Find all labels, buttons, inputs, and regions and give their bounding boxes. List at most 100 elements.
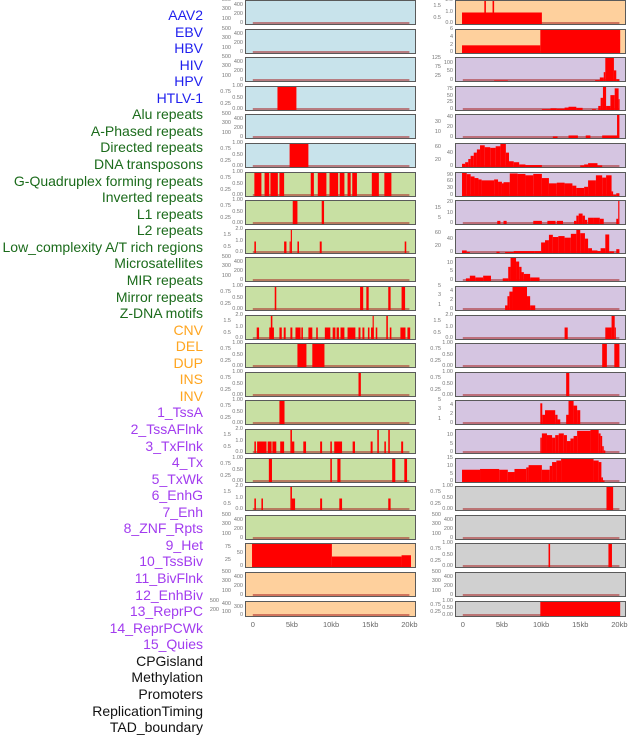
y-tick-label: 0.50 [442, 605, 453, 612]
y-tick-label: 25 [434, 72, 441, 79]
data-bar [384, 173, 392, 196]
y-tick-label: 0 [239, 563, 243, 570]
data-bar [528, 465, 542, 482]
data-bar [584, 186, 589, 196]
data-bar [563, 435, 567, 453]
data-bar [284, 241, 287, 253]
y-tick-label: 1.0 [235, 237, 243, 244]
y-tick-label: 0 [239, 20, 243, 27]
data-bar [558, 236, 565, 253]
y-tick-label: 200 [233, 583, 243, 590]
data-bar [312, 344, 325, 367]
y-tick-label: 0.50 [442, 380, 453, 387]
data-bar [519, 164, 526, 167]
data-bar [576, 187, 585, 196]
data-bar [541, 469, 550, 482]
y-tick-label: 0 [449, 277, 453, 284]
y-tick-label: 0 [449, 420, 453, 427]
data-bar [568, 135, 578, 138]
baseline [252, 222, 410, 224]
y-tick-label: 40 [446, 113, 453, 120]
track-panel [455, 286, 626, 311]
track-label: 4_Tx [171, 454, 203, 471]
data-bar [541, 433, 547, 453]
data-bar [588, 217, 594, 224]
data-bar [290, 487, 292, 510]
track-label: 14_ReprPCWk [109, 619, 203, 636]
data-bar [329, 173, 339, 196]
y-tick-label: 0.75 [220, 461, 231, 467]
y-tick-label: 0.50 [232, 351, 243, 358]
data-bar [613, 70, 617, 81]
baseline [252, 136, 410, 138]
data-bar [462, 173, 467, 196]
track-label: CNV [173, 321, 203, 338]
data-bar [470, 176, 475, 196]
data-bar [484, 147, 491, 167]
track-label: 8_ZNF_Rpts [123, 520, 203, 537]
data-bar [370, 441, 373, 453]
y-tick-label: 400 [233, 30, 243, 37]
data-bar [476, 149, 481, 167]
y-tick-label: 0.50 [232, 151, 243, 158]
y-tick-label: 500 [221, 254, 231, 261]
baseline [252, 251, 410, 253]
track-panel [245, 172, 416, 197]
y-tick-label: 75 [434, 63, 441, 70]
y-tick-label: 2.0 [445, 312, 453, 319]
y-tick-label: 3 [437, 292, 441, 299]
data-bar [548, 234, 553, 253]
data-bar [584, 238, 589, 253]
data-bar [555, 435, 559, 453]
data-bar [330, 441, 332, 453]
track-label: Mirror repeats [115, 288, 203, 305]
data-bar [614, 344, 620, 367]
data-bar [501, 183, 504, 196]
track-panel [455, 0, 626, 25]
data-bar [509, 291, 513, 310]
data-bar [377, 430, 379, 453]
data-bar [605, 327, 612, 339]
track-label: L2 repeats [136, 222, 203, 239]
baseline [252, 337, 410, 339]
data-bar [301, 327, 303, 339]
y-tick-label: 0.0 [235, 449, 243, 456]
y-tick-label: 0.75 [430, 346, 441, 352]
track-panel [455, 315, 626, 340]
track-label: HTLV-1 [156, 89, 203, 106]
data-bar [340, 327, 345, 339]
y-tick-label: 0.00 [232, 192, 243, 199]
data-bar [465, 278, 470, 281]
data-bar [514, 468, 527, 482]
baseline [252, 108, 410, 110]
track-label: ReplicationTiming [92, 702, 203, 719]
x-tick-label: 5kb [285, 620, 298, 629]
track-label: 12_EnhBiv [135, 586, 203, 603]
y-tick-label: 0.0 [445, 20, 453, 27]
y-tick-label: 50 [236, 550, 243, 557]
track-label: 2_TssAFlnk [130, 421, 203, 437]
data-bar [552, 437, 556, 453]
y-tick-label: 90 [446, 171, 453, 178]
y-tick-label: 0.0 [445, 335, 453, 342]
data-bar [526, 467, 529, 482]
data-bar [576, 107, 583, 110]
track-label: 7_Enh [162, 503, 203, 520]
y-tick-label: 0.75 [220, 175, 231, 181]
data-bar [572, 185, 577, 196]
data-bar [462, 45, 541, 53]
y-tick-label: 0 [449, 134, 453, 141]
data-bar [598, 105, 601, 110]
data-bar [558, 433, 564, 453]
data-bar [616, 193, 620, 196]
y-tick-label: 0 [449, 592, 453, 599]
track-panel [245, 57, 416, 82]
data-bar [582, 215, 585, 224]
y-tick-label: 500 [431, 512, 441, 519]
data-bar [564, 183, 573, 196]
track-panel [245, 572, 416, 597]
y-tick-label: 1.00 [442, 483, 453, 490]
y-tick-label: 100 [221, 609, 231, 616]
y-tick-label: 5 [437, 215, 441, 222]
data-bar [597, 165, 603, 167]
